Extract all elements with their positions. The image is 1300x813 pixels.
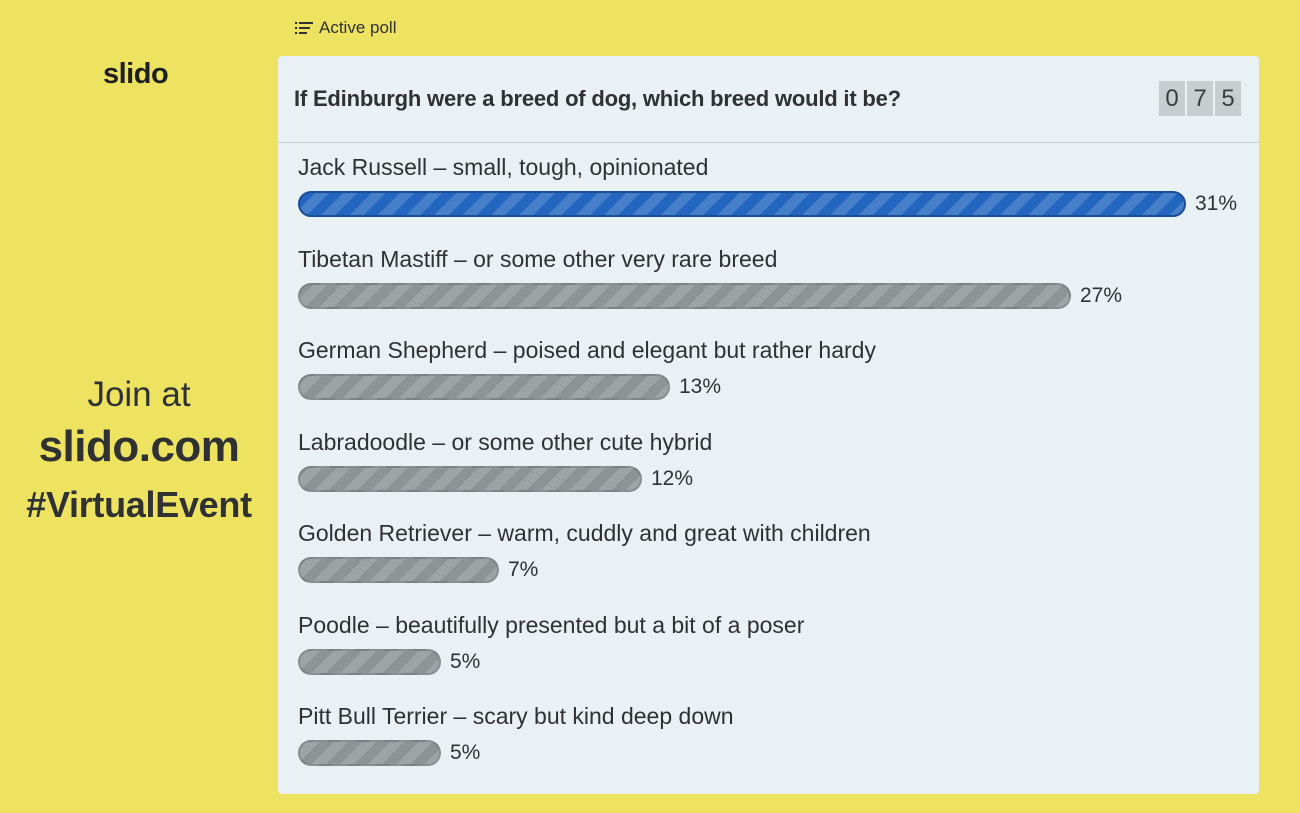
poll-status-label: Active poll [319, 18, 397, 37]
poll-option: Jack Russell – small, tough, opinionated… [298, 154, 1248, 246]
poll-option-label: Golden Retriever – warm, cuddly and grea… [298, 520, 871, 546]
poll-result-percent: 12% [651, 466, 694, 490]
join-text: Join at [87, 375, 191, 414]
poll-result-percent: 31% [1195, 192, 1238, 215]
poll-option-label: Tibetan Mastiff – or some other very rar… [298, 245, 778, 272]
poll-option: German Shepherd – poised and elegant but… [298, 337, 1248, 429]
poll-result-bar [298, 648, 441, 675]
poll-result-bar [298, 374, 670, 400]
poll-option: Poodle – beautifully presented but a bit… [298, 612, 1248, 704]
poll-option-result: 7% [298, 556, 1248, 584]
poll-result-percent: 13% [679, 375, 722, 398]
poll-result-percent: 5% [450, 741, 481, 764]
vote-counter-digit: 5 [1215, 81, 1241, 116]
poll-option-result: 12% [298, 465, 1248, 493]
poll-header: If Edinburgh were a breed of dog, which … [278, 56, 1259, 143]
poll-option-result: 5% [298, 648, 1248, 676]
poll-result-bar [298, 191, 1186, 217]
poll-options: Jack Russell – small, tough, opinionated… [298, 154, 1248, 794]
poll-option-result: 5% [298, 739, 1248, 767]
poll-result-bar [298, 465, 642, 492]
poll-option: Golden Retriever – warm, cuddly and grea… [298, 520, 1248, 612]
poll-result-percent: 5% [450, 649, 481, 673]
slido-logo: slido [103, 58, 169, 90]
poll-option-label: Labradoodle – or some other cute hybrid [298, 428, 713, 455]
poll-option-result: 13% [298, 373, 1248, 401]
join-url: slido.com [38, 422, 240, 471]
poll-question: If Edinburgh were a breed of dog, which … [294, 86, 901, 111]
vote-counter: 0 7 5 [1159, 81, 1241, 116]
list-icon [295, 21, 313, 35]
poll-result-percent: 7% [508, 558, 539, 581]
poll-result-bar [298, 557, 499, 583]
poll-option-label: Jack Russell – small, tough, opinionated [298, 154, 709, 180]
poll-option-label: Poodle – beautifully presented but a bit… [298, 611, 805, 638]
poll-option: Labradoodle – or some other cute hybrid 1… [298, 429, 1248, 521]
poll-panel: If Edinburgh were a breed of dog, which … [278, 56, 1259, 794]
poll-option: Pitt Bull Terrier – scary but kind deep … [298, 703, 1248, 794]
poll-result-percent: 27% [1080, 283, 1123, 307]
poll-result-bar [298, 282, 1071, 309]
poll-status: Active poll [295, 16, 396, 40]
poll-option-label: German Shepherd – poised and elegant but… [298, 337, 876, 363]
poll-result-bar [298, 740, 441, 766]
poll-option-label: Pitt Bull Terrier – scary but kind deep … [298, 703, 734, 729]
event-code: #VirtualEvent [26, 484, 252, 525]
vote-counter-digit: 7 [1187, 81, 1213, 116]
join-instructions: Join at slido.com #VirtualEvent [0, 372, 278, 534]
poll-option: Tibetan Mastiff – or some other very rar… [298, 246, 1248, 338]
poll-option-result: 27% [298, 282, 1248, 310]
poll-option-result: 31% [298, 190, 1248, 218]
vote-counter-digit: 0 [1159, 81, 1185, 116]
